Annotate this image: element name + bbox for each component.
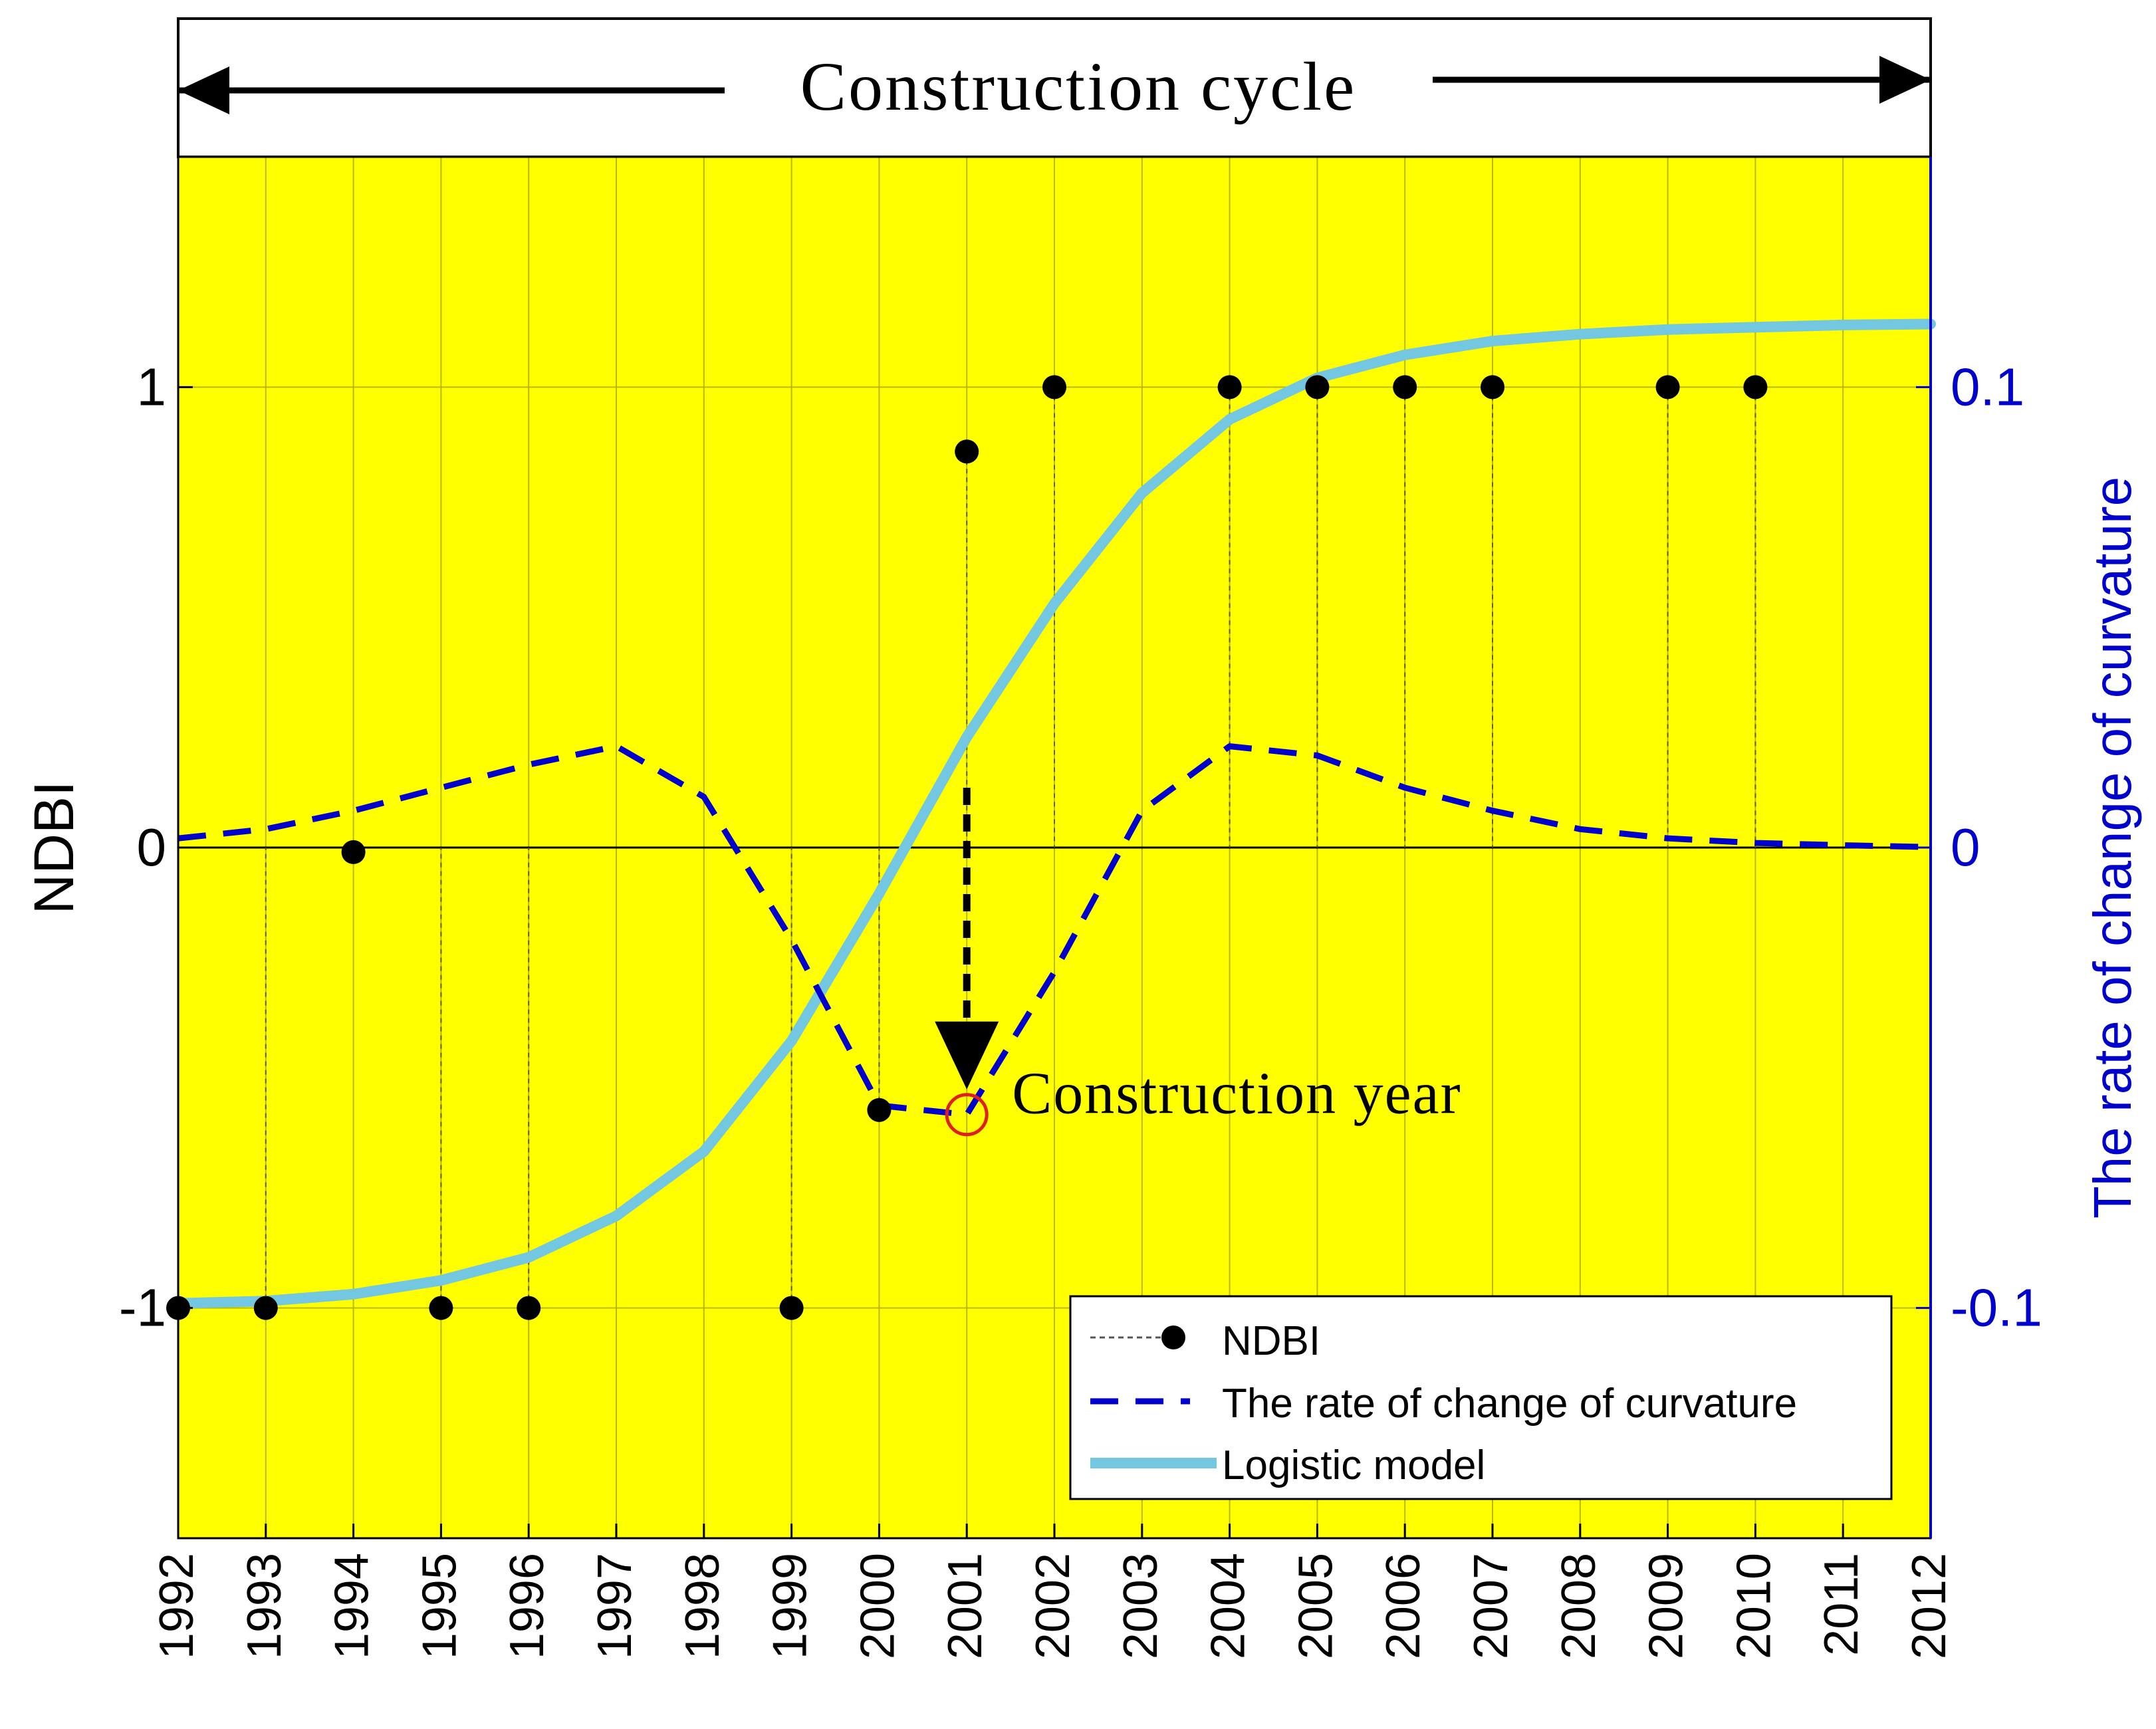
- banner-right-arrowhead: [1879, 56, 1931, 104]
- x-tick-label: 1992: [150, 1553, 203, 1659]
- x-tick-label: 2012: [1903, 1553, 1956, 1659]
- x-tick-label: 2011: [1815, 1553, 1868, 1656]
- axis-layer: 1992 1993 1994 1995 1996 1997 1998 1999 2000 2001…: [119, 157, 2042, 1659]
- curvature-rate-line: [178, 743, 1931, 1118]
- x-tick-label: 2001: [939, 1553, 992, 1659]
- ndbi-point: [779, 1296, 804, 1320]
- x-tick-label: 2002: [1026, 1553, 1080, 1659]
- construction-year-circle: [945, 1093, 989, 1137]
- legend-ndbi-marker: [1161, 1326, 1185, 1349]
- construction-year-label: Construction year: [1012, 1061, 1461, 1127]
- ndbi-point: [1393, 375, 1417, 400]
- x-tick-label: 2004: [1202, 1553, 1255, 1659]
- x-tick-label: 1994: [326, 1553, 379, 1659]
- left-y-tick-label: -1: [119, 1278, 166, 1337]
- legend-label-ndbi: NDBI: [1222, 1318, 1320, 1364]
- ndbi-point: [1042, 375, 1066, 400]
- x-tick-label: 1993: [238, 1553, 291, 1659]
- ndbi-point: [429, 1296, 453, 1320]
- ndbi-point: [341, 840, 366, 864]
- ndbi-point: [1217, 375, 1242, 400]
- x-tick-label: 2007: [1465, 1553, 1518, 1659]
- x-tick-label: 1998: [676, 1553, 729, 1659]
- x-tick-label: 2003: [1114, 1553, 1167, 1659]
- ndbi-point: [955, 439, 979, 464]
- left-y-tick-label: 0: [137, 818, 167, 877]
- ndbi-point: [1655, 375, 1680, 400]
- construction-year-arrowhead: [935, 1021, 999, 1090]
- legend-label-curvature: The rate of change of curvature: [1222, 1381, 1797, 1427]
- banner-title: Construction cycle: [800, 49, 1357, 125]
- x-tick-label: 1996: [501, 1553, 554, 1659]
- right-y-tick-label: 0: [1951, 818, 1980, 877]
- series-layer: [173, 318, 1936, 1309]
- x-tick-label: 2009: [1640, 1553, 1693, 1659]
- ndbi-point: [1481, 375, 1504, 400]
- x-tick-label: 1995: [413, 1553, 466, 1659]
- ndbi-markers: [166, 375, 1768, 1320]
- logistic-model-line: [173, 318, 1936, 1309]
- x-tick-label: 2000: [851, 1553, 904, 1659]
- ndbi-point: [253, 1296, 278, 1320]
- ndbi-point: [517, 1296, 541, 1320]
- x-tick-label: 1999: [764, 1553, 817, 1659]
- ndbi-point: [1305, 375, 1330, 400]
- legend-label-logistic: Logistic model: [1222, 1442, 1485, 1488]
- ndbi-point: [867, 1097, 892, 1122]
- x-tick-label: 2005: [1289, 1553, 1342, 1659]
- x-tick-label: 2006: [1377, 1553, 1430, 1659]
- right-axis-label: The rate of change of curvature: [2083, 477, 2142, 1218]
- right-y-tick-label: -0.1: [1951, 1278, 2042, 1337]
- x-tick-label: 1997: [588, 1553, 642, 1659]
- left-y-tick-label: 1: [137, 357, 167, 416]
- right-y-tick-label: 0.1: [1951, 357, 2024, 416]
- legend: NDBI The rate of change of curvature Log…: [1069, 1295, 1893, 1500]
- ndbi-point: [1743, 375, 1768, 400]
- banner-left-arrowhead: [178, 66, 229, 114]
- left-axis-label: NDBI: [23, 781, 85, 915]
- x-tick-label: 2008: [1552, 1553, 1606, 1659]
- x-tick-label: 2010: [1727, 1553, 1780, 1659]
